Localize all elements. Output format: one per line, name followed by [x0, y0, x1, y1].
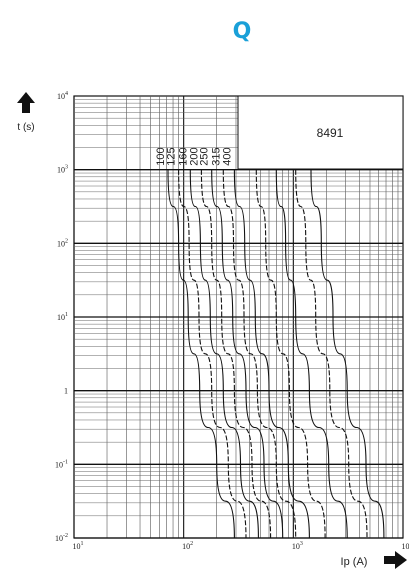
- rating-label-315: 315: [210, 147, 222, 165]
- y-tick-label: 103: [57, 165, 68, 175]
- rating-label-200: 200: [188, 147, 200, 165]
- y-tick-label: 104: [57, 91, 68, 101]
- rating-label-100: 100: [155, 147, 167, 165]
- curve-250: [211, 169, 284, 539]
- x-tick-label: 101: [73, 541, 84, 551]
- label-box: [237, 95, 404, 170]
- y-tick-labels: 10-2 10-1 1 101 102 103 104: [55, 91, 68, 543]
- y-axis-label-group: t (s): [17, 92, 35, 133]
- curve-100: [167, 169, 235, 539]
- rating-label-160: 160: [177, 147, 189, 165]
- curve-series-10: [310, 169, 385, 539]
- right-arrow-icon: [384, 551, 407, 569]
- chart-code-label: 8491: [317, 126, 344, 140]
- x-tick-label: 102: [182, 541, 193, 551]
- tcc-curves: [167, 169, 385, 539]
- up-arrow-icon: [17, 92, 35, 113]
- y-tick-label: 10-1: [55, 459, 68, 469]
- rating-label-125: 125: [166, 147, 178, 165]
- x-tick-label: 104: [402, 541, 409, 551]
- x-axis-label-group: Ip (A): [341, 551, 407, 569]
- brand-logo: Q: [233, 19, 252, 44]
- curve-200: [200, 169, 272, 539]
- curve-125: [178, 169, 247, 539]
- curve-315: [222, 169, 297, 539]
- x-tick-labels: 101 102 103 104: [73, 541, 409, 551]
- x-axis-label: Ip (A): [341, 556, 368, 568]
- y-tick-label: 10-2: [55, 533, 68, 543]
- x-tick-label: 103: [292, 541, 303, 551]
- curve-series-7: [255, 169, 326, 539]
- curve-400: [233, 169, 310, 539]
- y-tick-label: 101: [57, 312, 68, 322]
- rating-label-250: 250: [199, 147, 211, 165]
- chart-grid: [73, 95, 404, 539]
- curve-series-8: [275, 169, 348, 539]
- curve-160: [189, 169, 259, 539]
- rating-label-400: 400: [221, 147, 233, 165]
- curve-series-9: [295, 169, 368, 539]
- y-axis-label: t (s): [17, 122, 34, 133]
- y-tick-label: 1: [64, 387, 68, 396]
- y-tick-label: 102: [57, 238, 68, 248]
